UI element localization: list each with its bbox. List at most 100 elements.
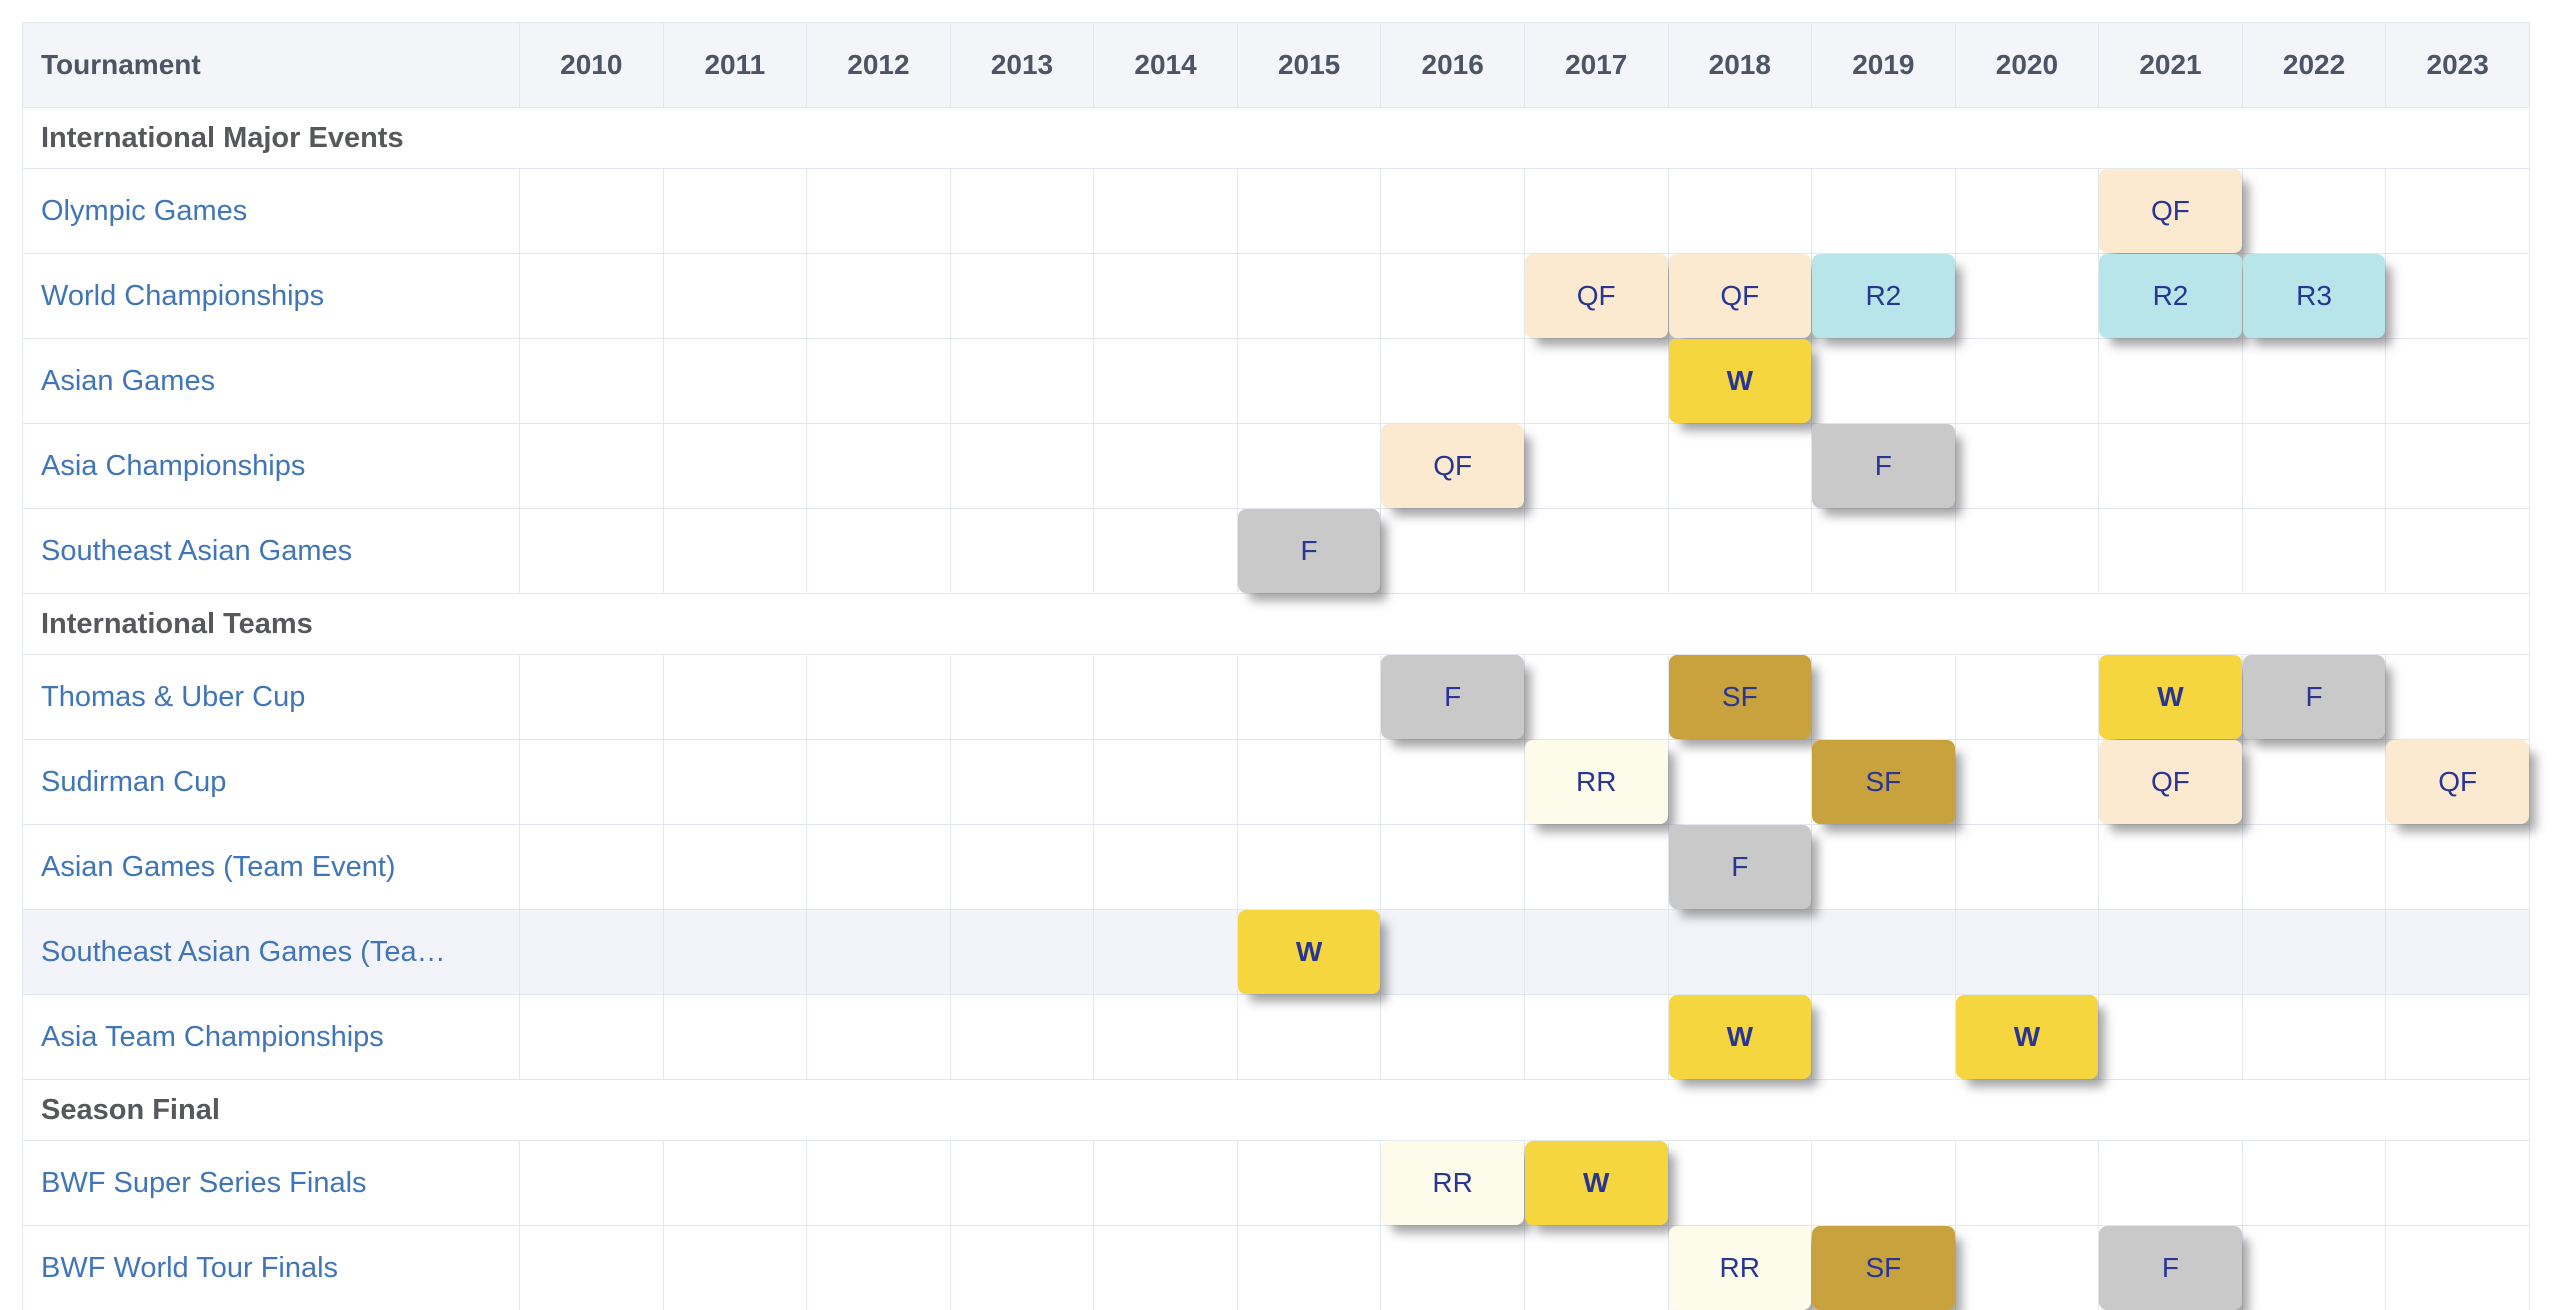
tournament-cell: World Championships — [22, 253, 520, 339]
result-cell-2014 — [1093, 739, 1238, 825]
column-header-year-2014: 2014 — [1093, 22, 1238, 108]
result-cell-2015 — [1236, 1140, 1382, 1226]
result-cell-2023 — [2385, 654, 2530, 740]
result-cell-2022 — [2241, 1140, 2387, 1226]
column-header-year-2010: 2010 — [519, 22, 664, 108]
result-cell-2014 — [1093, 1225, 1238, 1310]
result-cell-2016 — [1380, 1225, 1525, 1310]
result-cell-2021: F — [2098, 1225, 2243, 1310]
tournament-cell: Thomas & Uber Cup — [22, 654, 520, 740]
tournament-cell: BWF Super Series Finals — [22, 1140, 520, 1226]
result-cell-2020 — [1954, 739, 2100, 825]
result-cell-2013 — [949, 423, 1095, 509]
result-cell-2016 — [1380, 824, 1525, 910]
result-badge-rr: RR — [1668, 1226, 1812, 1310]
result-cell-2022 — [2241, 994, 2387, 1080]
result-badge-w: W — [1668, 339, 1812, 423]
result-cell-2010 — [519, 994, 664, 1080]
result-cell-2020: W — [1954, 994, 2100, 1080]
result-cell-2010 — [519, 1225, 664, 1310]
result-cell-2018: SF — [1667, 654, 1813, 740]
result-cell-2022 — [2241, 1225, 2387, 1310]
result-cell-2011 — [662, 508, 808, 594]
table-row: Asia Championships QF F — [22, 423, 2530, 509]
tournament-column-header: Tournament — [22, 22, 520, 108]
result-cell-2013 — [949, 824, 1095, 910]
result-cell-2021: R2 — [2098, 253, 2243, 339]
result-cell-2015: F — [1236, 508, 1382, 594]
result-cell-2016 — [1380, 508, 1525, 594]
result-badge-f: F — [1812, 424, 1955, 508]
tournament-link[interactable]: BWF Super Series Finals — [41, 1166, 367, 1199]
result-cell-2022 — [2241, 338, 2387, 424]
result-badge-qf: QF — [2099, 169, 2242, 253]
result-cell-2023 — [2385, 1225, 2530, 1310]
result-badge-f: F — [1668, 825, 1812, 909]
result-cell-2012 — [806, 338, 951, 424]
tournament-link[interactable]: Thomas & Uber Cup — [41, 680, 306, 713]
section-title: International Major Events — [22, 107, 2530, 169]
result-cell-2017 — [1523, 824, 1669, 910]
result-cell-2012 — [806, 1140, 951, 1226]
result-cell-2011 — [662, 423, 808, 509]
result-cell-2020 — [1954, 1140, 2100, 1226]
result-cell-2013 — [949, 253, 1095, 339]
result-cell-2021 — [2098, 338, 2243, 424]
result-badge-w: W — [1668, 995, 1812, 1079]
result-cell-2022 — [2241, 739, 2387, 825]
result-cell-2017 — [1523, 1225, 1669, 1310]
tournament-cell: Olympic Games — [22, 168, 520, 254]
result-cell-2013 — [949, 909, 1095, 995]
column-header-year-2022: 2022 — [2241, 22, 2387, 108]
result-cell-2019 — [1811, 909, 1956, 995]
result-cell-2022: R3 — [2241, 253, 2387, 339]
result-badge-qf: QF — [2386, 740, 2529, 824]
result-cell-2014 — [1093, 824, 1238, 910]
result-cell-2010 — [519, 338, 664, 424]
result-cell-2022 — [2241, 508, 2387, 594]
tournament-cell: Southeast Asian Games (Tea… — [22, 909, 520, 995]
result-cell-2020 — [1954, 168, 2100, 254]
result-cell-2017 — [1523, 423, 1669, 509]
result-cell-2018 — [1667, 508, 1813, 594]
result-cell-2022 — [2241, 824, 2387, 910]
result-cell-2012 — [806, 739, 951, 825]
result-cell-2012 — [806, 253, 951, 339]
column-header-year-2023: 2023 — [2385, 22, 2530, 108]
tournament-link[interactable]: Asia Championships — [41, 449, 306, 482]
result-cell-2021: QF — [2098, 168, 2243, 254]
result-cell-2020 — [1954, 253, 2100, 339]
tournament-link[interactable]: Olympic Games — [41, 194, 248, 227]
column-header-year-2011: 2011 — [662, 22, 808, 108]
result-cell-2017 — [1523, 654, 1669, 740]
table-row: Asian Games (Team Event) F — [22, 824, 2530, 910]
result-cell-2013 — [949, 739, 1095, 825]
result-cell-2013 — [949, 1140, 1095, 1226]
section-title: International Teams — [22, 593, 2530, 655]
result-cell-2022 — [2241, 168, 2387, 254]
result-cell-2017 — [1523, 994, 1669, 1080]
tournament-link[interactable]: Southeast Asian Games (Tea… — [41, 935, 446, 968]
result-cell-2014 — [1093, 909, 1238, 995]
tournament-link[interactable]: BWF World Tour Finals — [41, 1251, 339, 1284]
result-cell-2023 — [2385, 994, 2530, 1080]
result-badge-f: F — [2242, 655, 2386, 739]
tournament-link[interactable]: Southeast Asian Games — [41, 534, 353, 567]
result-cell-2023 — [2385, 253, 2530, 339]
tournament-link[interactable]: Sudirman Cup — [41, 765, 227, 798]
result-cell-2010 — [519, 909, 664, 995]
result-cell-2011 — [662, 994, 808, 1080]
tournament-link[interactable]: World Championships — [41, 279, 325, 312]
tournament-link[interactable]: Asia Team Championships — [41, 1020, 384, 1053]
result-cell-2023 — [2385, 1140, 2530, 1226]
result-cell-2013 — [949, 338, 1095, 424]
result-cell-2021 — [2098, 508, 2243, 594]
tournament-results-table: Tournament 2010 2011 2012 2013 2014 2015 2016 2… — [22, 22, 2530, 1310]
table-row: Sudirman Cup RR SF QF QF — [22, 739, 2530, 825]
tournament-link[interactable]: Asian Games (Team Event) — [41, 850, 396, 883]
tournament-link[interactable]: Asian Games — [41, 364, 216, 397]
tournament-cell: BWF World Tour Finals — [22, 1225, 520, 1310]
result-cell-2017 — [1523, 168, 1669, 254]
result-cell-2012 — [806, 654, 951, 740]
